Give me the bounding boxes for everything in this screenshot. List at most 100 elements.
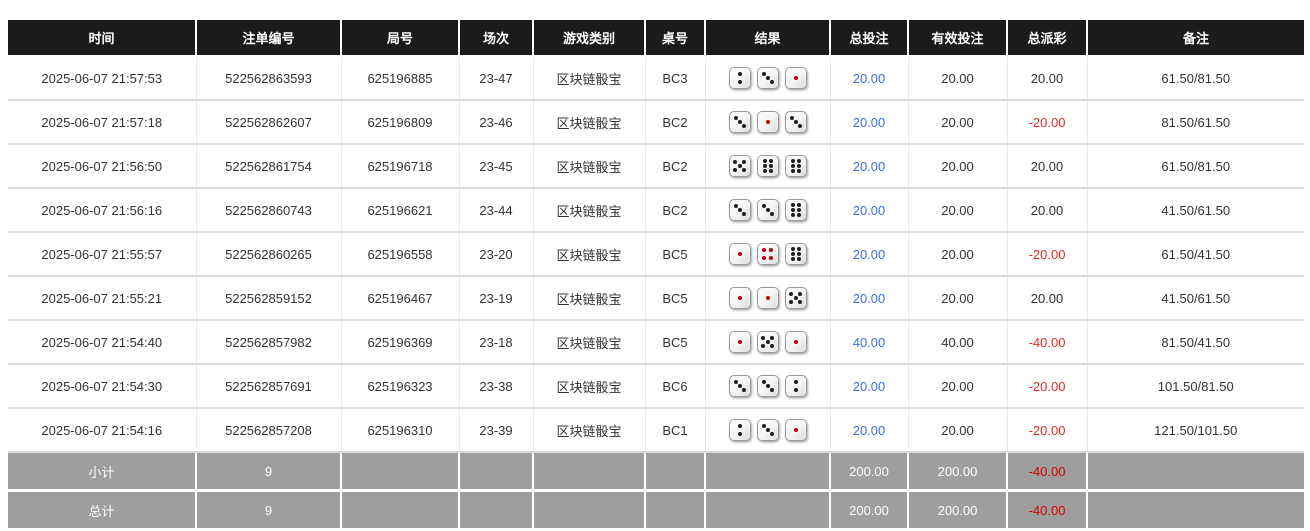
cell-table-no: BC2 [645,100,706,145]
cell-valid-bet: 20.00 [908,188,1008,233]
cell-bet-id: 522562860265 [196,232,342,277]
cell-payout: -20.00 [1007,364,1088,409]
subtotal-row: 小计 9 200.00 200.00 -40.00 [8,451,1304,492]
cell-table-no: BC2 [645,188,706,233]
cell-round: 625196718 [341,144,460,189]
die-pip [741,388,746,392]
summary-label: 总计 [8,490,197,531]
die-pip [741,168,746,173]
die-pip [793,388,798,392]
die-pip [769,212,774,216]
cell-payout: 20.00 [1007,276,1088,321]
cell-table-no: BC2 [645,144,706,189]
die-pip [733,168,738,173]
col-header-valid-bet: 有效投注 [908,20,1008,57]
die-pip [737,164,742,168]
cell-valid-bet: 20.00 [908,408,1008,453]
die-pip [796,247,801,252]
die-pip [790,247,795,252]
col-header-payout: 总派彩 [1007,20,1088,57]
summary-valid-bet: 200.00 [908,490,1008,531]
die-1-icon [728,331,751,353]
cell-session: 23-18 [459,320,534,365]
cell-session: 23-47 [459,56,534,101]
die-pip [765,76,770,80]
die-pip [765,120,770,124]
dice-result [706,67,830,89]
die-pip [737,208,742,212]
die-pip [741,159,746,164]
die-pip [765,384,770,388]
cell-total-bet: 20.00 [830,144,909,189]
cell-payout: -20.00 [1007,232,1088,277]
die-pip [790,168,795,173]
die-pip [768,159,773,164]
cell-total-bet: 20.00 [830,364,909,409]
cell-time: 2025-06-07 21:55:57 [8,232,197,277]
cell-payout: 20.00 [1007,56,1088,101]
die-pip [789,291,794,296]
cell-remark: 61.50/81.50 [1087,144,1304,189]
cell-bet-id: 522562857982 [196,320,342,365]
die-3-icon [756,419,779,441]
die-pip [793,296,798,300]
cell-round: 625196885 [341,56,460,101]
die-6-icon [784,155,807,177]
cell-total-bet: 20.00 [830,276,909,321]
die-pip [797,291,802,296]
cell-remark: 81.50/61.50 [1087,100,1304,145]
table-body: 2025-06-07 21:57:53 522562863593 625196885… [8,56,1304,531]
table-row: 2025-06-07 21:57:18 522562862607 625196809… [8,100,1304,145]
die-pip [737,340,742,344]
die-1-icon [784,419,807,441]
die-pip [793,428,798,432]
die-pip [796,208,801,212]
cell-round: 625196809 [341,100,460,145]
cell-total-bet: 20.00 [830,188,909,233]
die-pip [769,335,774,340]
cell-result [705,276,831,321]
die-pip [769,255,774,260]
die-pip [769,388,774,392]
die-1-icon [756,287,779,309]
cell-payout: -40.00 [1007,320,1088,365]
cell-result [705,144,831,189]
cell-game-type: 区块链骰宝 [533,144,646,189]
cell-bet-id: 522562857208 [196,408,342,453]
table-row: 2025-06-07 21:57:53 522562863593 625196885… [8,56,1304,101]
die-pip [768,168,773,173]
summary-empty [459,451,534,492]
summary-empty [705,451,831,492]
die-3-icon [784,111,807,133]
die-3-icon [756,199,779,221]
die-pip [797,124,802,128]
die-pip [761,204,766,208]
die-pip [761,380,766,384]
die-pip [796,203,801,208]
die-1-icon [784,67,807,89]
cell-game-type: 区块链骰宝 [533,100,646,145]
cell-valid-bet: 20.00 [908,144,1008,189]
cell-game-type: 区块链骰宝 [533,56,646,101]
cell-game-type: 区块链骰宝 [533,320,646,365]
cell-total-bet: 20.00 [830,56,909,101]
die-pip [789,300,794,305]
die-pip [789,116,794,120]
table-row: 2025-06-07 21:56:50 522562861754 625196718… [8,144,1304,189]
die-pip [762,159,767,164]
table-row: 2025-06-07 21:55:57 522562860265 625196558… [8,232,1304,277]
die-3-icon [728,199,751,221]
die-pip [796,159,801,164]
die-pip [733,204,738,208]
cell-time: 2025-06-07 21:54:40 [8,320,197,365]
summary-empty [705,490,831,531]
col-header-time: 时间 [8,20,197,57]
die-pip [761,255,766,260]
cell-bet-id: 522562857691 [196,364,342,409]
die-pip [737,72,742,76]
col-header-game-type: 游戏类别 [533,20,646,57]
die-pip [793,76,798,80]
summary-empty [533,490,646,531]
cell-table-no: BC6 [645,364,706,409]
die-pip [768,164,773,168]
